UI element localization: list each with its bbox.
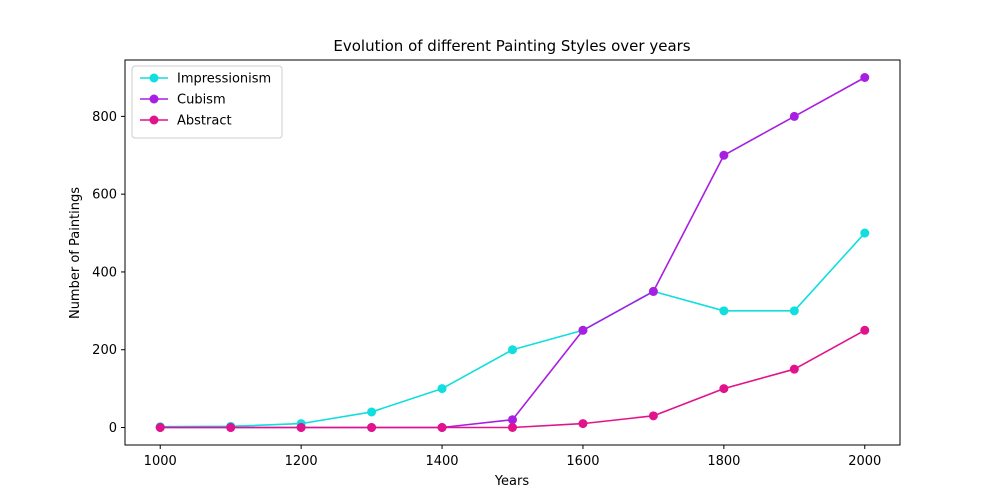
data-point-2-4 — [437, 423, 447, 432]
series-line-0 — [160, 232, 866, 428]
data-point-2-3 — [367, 423, 377, 432]
x-tick-label-0: 1000 — [144, 454, 177, 469]
data-point-0-8 — [719, 306, 729, 316]
data-point-2-8 — [719, 384, 729, 394]
y-tick-label-3: 600 — [92, 188, 117, 203]
x-tick-label-5: 2000 — [848, 454, 881, 469]
legend-marker-0 — [149, 73, 159, 83]
data-point-1-6 — [578, 325, 588, 335]
legend-label-2: Abstract — [177, 114, 232, 129]
data-point-2-10 — [860, 325, 870, 335]
data-point-2-6 — [578, 419, 588, 429]
axes-frame — [124, 59, 901, 446]
data-point-1-8 — [719, 150, 729, 160]
data-point-1-9 — [789, 111, 799, 121]
plot-area: 1000 1200 1400 1600 1800 2000 0 200 400 600 800 — [92, 59, 901, 469]
data-point-2-0 — [155, 423, 165, 432]
data-point-2-2 — [296, 423, 306, 432]
legend-label-1: Cubism — [177, 93, 226, 108]
legend-label-0: Impressionism — [177, 72, 271, 87]
data-point-2-9 — [789, 364, 799, 374]
chart-title: Evolution of different Painting Styles o… — [333, 37, 690, 55]
data-point-1-7 — [648, 286, 658, 296]
series-line-2 — [160, 329, 866, 429]
data-point-0-3 — [367, 407, 377, 417]
x-tick-label-1: 1200 — [285, 454, 318, 469]
y-tick-label-2: 400 — [92, 265, 117, 280]
data-point-0-10 — [860, 228, 870, 238]
x-tick-label-3: 1600 — [566, 454, 599, 469]
legend-marker-1 — [149, 94, 159, 104]
y-tick-label-1: 200 — [92, 343, 117, 358]
y-axis-title: Number of Paintings — [68, 187, 83, 319]
legend-box — [131, 65, 283, 139]
y-tick-label-0: 0 — [109, 421, 117, 436]
legend-marker-2 — [149, 115, 159, 125]
data-point-1-10 — [860, 73, 870, 82]
data-point-0-5 — [508, 345, 517, 355]
x-tick-label-4: 1800 — [707, 454, 740, 469]
data-point-2-7 — [648, 411, 658, 421]
data-point-1-5 — [508, 415, 517, 425]
data-point-2-5 — [508, 423, 517, 432]
x-axis-title: Years — [494, 474, 530, 489]
data-point-2-1 — [226, 423, 236, 432]
y-tick-label-4: 800 — [92, 110, 117, 125]
data-point-0-9 — [789, 306, 799, 316]
legend: Impressionism Cubism Abstract — [131, 65, 283, 139]
data-point-0-4 — [437, 384, 447, 394]
x-tick-label-2: 1400 — [425, 454, 458, 469]
